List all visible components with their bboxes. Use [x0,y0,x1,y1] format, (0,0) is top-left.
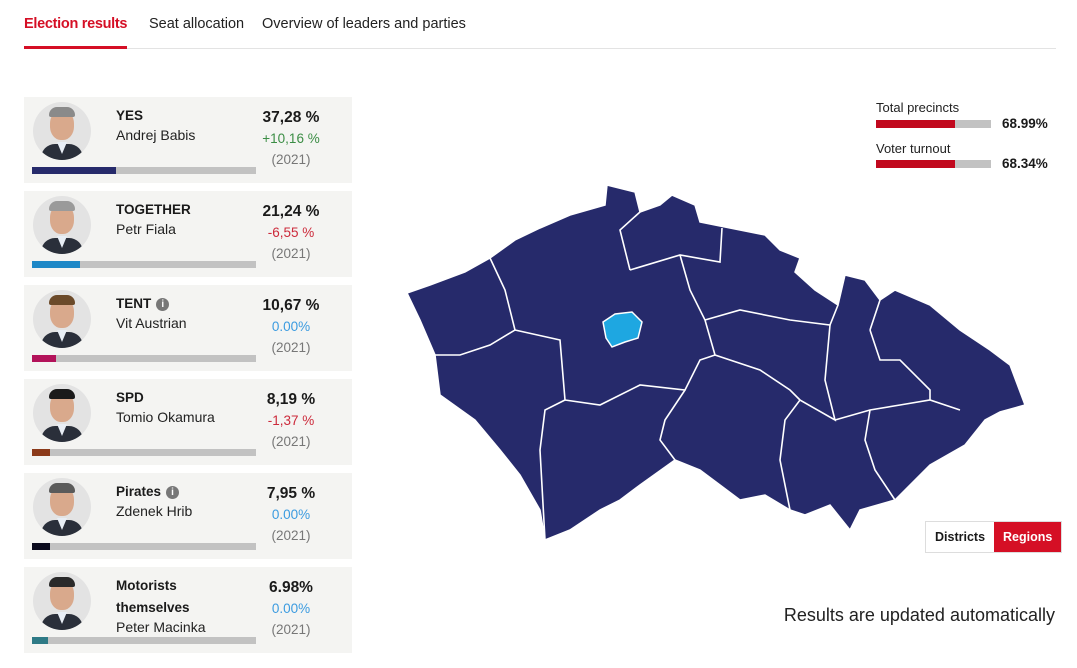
party-name: YES [116,108,144,123]
vote-share: 6.98% [269,579,313,596]
voter-turnout-value: 68.34% [1002,156,1048,171]
vote-change: 0.00% [271,601,311,616]
leader-photo [33,384,91,442]
vote-share: 37,28 % [262,109,320,126]
party-card[interactable]: Pirates i Zdenek Hrib 7,95 % 0.00% (2021) [24,473,352,559]
voter-turnout-bar [876,160,991,168]
voter-turnout-label: Voter turnout [876,141,951,156]
vote-share-bar [32,167,256,174]
vote-share-bar [32,449,256,456]
tab-overview-leaders-parties[interactable]: Overview of leaders and parties [262,16,466,32]
map-region-prague[interactable] [602,311,643,348]
total-precincts-bar [876,120,991,128]
districts-button[interactable]: Districts [935,530,986,544]
vote-share-fill [32,261,80,268]
party-name: Motorists themselves [116,578,190,615]
tab-election-results[interactable]: Election results [24,16,128,49]
vote-share: 10,67 % [262,297,320,314]
vote-share-bar [32,261,256,268]
total-precincts-fill [876,120,956,128]
vote-change: -1,37 % [267,413,315,428]
comparison-year: (2021) [271,152,311,167]
vote-change: 0.00% [271,319,311,334]
vote-share-bar [32,355,256,362]
vote-change: +10,16 % [262,131,320,146]
tab-seat-allocation[interactable]: Seat allocation [149,16,245,32]
comparison-year: (2021) [271,622,311,637]
info-icon[interactable]: i [156,298,170,311]
leader-photo [33,572,91,630]
total-precincts-label: Total precincts [876,100,960,115]
map-country-shape[interactable] [405,184,1026,542]
vote-change: -6,55 % [267,225,315,240]
leader-name: Petr Fiala [116,221,176,237]
party-card[interactable]: Motorists themselves Peter Macinka 6.98%… [24,567,352,653]
regions-button[interactable]: Regions [994,522,1062,552]
party-card[interactable]: YES Andrej Babis 37,28 % +10,16 % (2021) [24,97,352,183]
region-borders [435,211,961,541]
vote-share-fill [32,637,48,644]
vote-share-fill [32,167,116,174]
auto-update-note: Results are updated automatically [783,605,1055,625]
comparison-year: (2021) [271,340,311,355]
vote-share: 8,19 % [266,391,316,408]
comparison-year: (2021) [271,246,311,261]
leader-name: Vit Austrian [116,315,187,331]
map-view-toggle: Districts Regions [925,521,1063,553]
vote-share-bar [32,637,256,644]
party-card[interactable]: TOGETHER Petr Fiala 21,24 % -6,55 % (202… [24,191,352,277]
party-name: TOGETHER [116,202,191,217]
total-precincts-value: 68.99% [1002,116,1048,131]
party-card[interactable]: SPD Tomio Okamura 8,19 % -1,37 % (2021) [24,379,352,465]
leader-name: Tomio Okamura [116,409,215,425]
comparison-year: (2021) [271,528,311,543]
leader-photo [33,196,91,254]
vote-share: 21,24 % [262,203,320,220]
party-card[interactable]: TENT i Vit Austrian 10,67 % 0.00% (2021) [24,285,352,371]
vote-change: 0.00% [271,507,311,522]
leader-photo [33,102,91,160]
vote-share-fill [32,449,51,456]
tab-bar: Election results Seat allocation Overvie… [24,0,1056,49]
vote-share-bar [32,543,256,550]
comparison-year: (2021) [271,434,311,449]
party-name: SPD [116,390,144,405]
vote-share-fill [32,543,50,550]
leader-name: Zdenek Hrib [116,503,193,519]
party-name: Pirates i [116,481,226,503]
party-name: TENT i [116,293,226,315]
leader-photo [33,290,91,348]
vote-share: 7,95 % [266,485,316,502]
leader-name: Peter Macinka [116,619,206,635]
vote-share-fill [32,355,56,362]
info-icon[interactable]: i [166,486,180,499]
leader-photo [33,478,91,536]
voter-turnout-fill [876,160,955,168]
leader-name: Andrej Babis [116,127,196,143]
